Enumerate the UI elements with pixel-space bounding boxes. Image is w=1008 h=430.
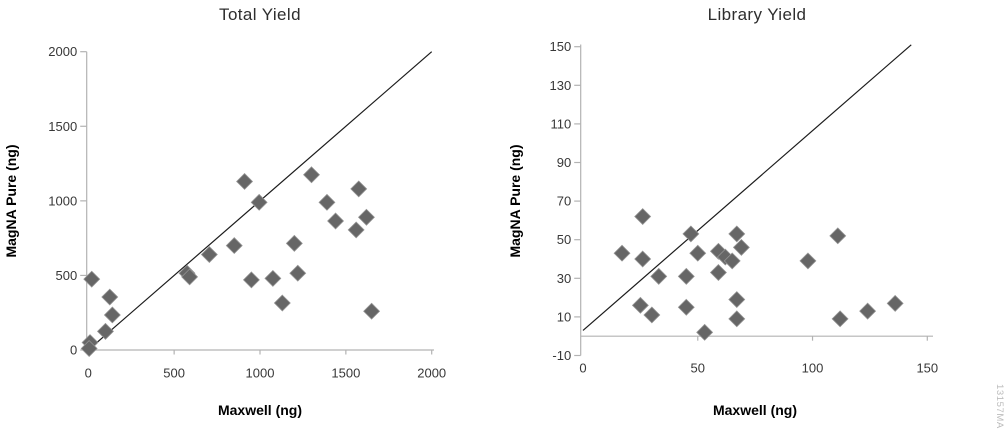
data-point-diamond	[347, 221, 365, 239]
y-tick-label: 130	[549, 78, 571, 93]
data-point-diamond	[859, 302, 877, 320]
data-point-diamond	[831, 310, 849, 328]
x-tick-label: 1000	[246, 366, 275, 381]
data-point-diamond	[363, 302, 381, 320]
data-point-diamond	[643, 306, 661, 324]
data-point-diamond	[728, 310, 746, 328]
y-tick-label: 50	[557, 232, 571, 247]
y-tick-label: 110	[550, 116, 571, 131]
data-point-diamond	[181, 268, 199, 286]
data-point-diamond	[303, 166, 320, 184]
figure-number-watermark: 13157MA	[994, 384, 1005, 429]
data-point-diamond	[728, 225, 746, 243]
data-point-diamond	[689, 244, 707, 262]
data-point-diamond	[613, 244, 631, 262]
data-point-diamond	[677, 267, 695, 285]
data-point-diamond	[103, 306, 121, 324]
data-point-diamond	[728, 291, 746, 308]
data-point-diamond	[250, 193, 268, 211]
x-tick-label: 100	[802, 361, 824, 376]
data-point-diamond	[83, 270, 101, 288]
y-tick-label: 0	[70, 343, 77, 358]
data-point-diamond	[236, 172, 254, 190]
x-tick-label: 150	[916, 361, 938, 376]
data-point-diamond	[285, 234, 303, 252]
x-tick-label: 500	[163, 366, 185, 381]
data-point-diamond	[631, 296, 649, 314]
total-yield-chart: Total Yield 0 500 1000 1500 2000 0 500 1000 1500…	[3, 5, 446, 418]
y-tick-label: -10	[552, 348, 571, 363]
y-axis-title-library-yield: MagNA Pure (ng)	[507, 144, 523, 257]
y-tick-label: 500	[55, 268, 77, 283]
y-tick-label: 70	[557, 194, 571, 209]
x-tick-label: 2000	[417, 366, 446, 381]
data-point-diamond	[709, 264, 727, 281]
chart-title-total-yield: Total Yield	[219, 5, 301, 24]
x-tick-label: 0	[85, 366, 92, 381]
data-point-diamond	[242, 271, 260, 289]
data-point-diamond	[200, 246, 218, 264]
data-point-diamond	[732, 238, 750, 256]
y-tick-label: 1500	[48, 119, 77, 134]
x-tick-label: 50	[691, 361, 705, 376]
identity-line	[582, 44, 912, 331]
data-point-diamond	[886, 294, 904, 312]
x-tick-label: 1500	[331, 366, 360, 381]
data-point-diamond	[709, 242, 727, 260]
x-axis-title-total-yield: Maxwell (ng)	[218, 402, 302, 418]
data-point-diamond	[101, 288, 119, 306]
y-tick-label: 90	[557, 155, 571, 170]
data-point-diamond	[225, 237, 243, 255]
x-axis-title-library-yield: Maxwell (ng)	[713, 402, 797, 418]
data-point-diamond	[682, 225, 700, 243]
data-point-diamond	[634, 208, 652, 226]
y-tick-label: 10	[557, 309, 571, 324]
data-point-diamond	[289, 264, 307, 282]
y-tick-label: 1000	[48, 193, 77, 208]
y-tick-label: 2000	[48, 44, 77, 59]
library-yield-plot-area: -10 10 30 50 70 90 110 130 150 0 50 100 150	[549, 39, 938, 375]
data-point-diamond	[273, 294, 291, 312]
data-point-diamond	[327, 212, 345, 230]
x-tick-label: 0	[579, 361, 586, 376]
data-point-diamond	[264, 269, 282, 287]
data-point-diamond	[634, 250, 652, 268]
y-tick-label: 150	[549, 39, 571, 54]
data-point-diamond	[696, 323, 714, 341]
data-point-diamond	[80, 340, 98, 357]
data-point-diamond	[350, 180, 368, 198]
data-point-diamond	[799, 252, 817, 270]
data-point-diamond	[650, 267, 668, 285]
y-axis-title-total-yield: MagNA Pure (ng)	[3, 144, 19, 257]
y-tick-label: 30	[557, 271, 571, 286]
data-point-diamond	[829, 227, 847, 245]
data-point-diamond	[723, 252, 741, 270]
data-point-diamond	[677, 298, 695, 316]
data-point-diamond	[97, 322, 114, 340]
total-yield-plot-area: 0 500 1000 1500 2000 0 500 1000 1500 2000	[48, 44, 446, 380]
library-yield-chart: Library Yield -10 10 30 50 70 90 110 130 150 0 50 1…	[507, 5, 938, 418]
data-point-diamond	[357, 208, 375, 226]
chart-title-library-yield: Library Yield	[708, 5, 807, 24]
data-point-diamond	[318, 193, 336, 211]
